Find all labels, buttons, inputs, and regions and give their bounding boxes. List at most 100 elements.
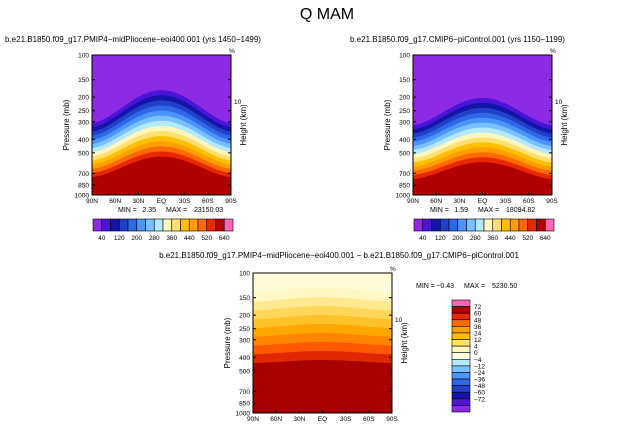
x-tick-label: 30S	[500, 198, 512, 205]
x-tick-label: 60N	[270, 416, 282, 423]
colorbar-box	[223, 218, 234, 232]
colorbar-box	[136, 218, 146, 232]
min-value: −0.43	[436, 283, 454, 290]
colorbar-label: −48	[474, 383, 485, 390]
x-tick-label: 30N	[293, 416, 305, 423]
panel-title: b.e21.B1850.f09_g17.PMIP4−midPliocene−eo…	[159, 251, 519, 260]
colorbar-box	[101, 218, 111, 232]
colorbar-box	[206, 218, 216, 232]
y-tick-label: 1000	[236, 411, 251, 418]
colorbar-box	[451, 391, 471, 400]
colorbar-label: 40	[98, 235, 106, 242]
colorbar-label: 120	[435, 235, 446, 242]
colorbar-box	[451, 306, 471, 314]
x-tick-label: EQ	[318, 416, 327, 423]
colorbar-box	[474, 218, 485, 232]
colorbar-box	[509, 218, 520, 232]
x-tick-label: 30S	[340, 416, 352, 423]
y-tick-label: 1000	[396, 193, 411, 200]
y-tick-label: 500	[399, 150, 410, 157]
x-tick-label: 90S	[546, 198, 558, 205]
colorbar-label: 280	[470, 235, 481, 242]
contour-band-8	[253, 360, 392, 413]
y-tick-label: 700	[78, 171, 89, 178]
x-tick-label: 90N	[247, 416, 259, 423]
colorbar-box	[215, 218, 225, 232]
colorbar-box	[451, 326, 471, 334]
colorbar-label: 4	[474, 344, 478, 351]
colorbar-box	[180, 218, 190, 232]
y-axis-label: Pressure (mb)	[223, 317, 232, 368]
colorbar-box	[439, 218, 450, 232]
colorbar-box	[451, 332, 471, 340]
colorbar-box	[451, 339, 471, 347]
colorbar-box	[422, 218, 432, 232]
colorbar-box	[188, 218, 199, 232]
min-value: 1.59	[454, 207, 468, 214]
colorbar-label: 40	[419, 235, 427, 242]
colorbar-box	[451, 358, 471, 367]
y-tick-label: 400	[78, 137, 89, 144]
x-tick-label: 60N	[109, 198, 121, 205]
x-tick-label: 90S	[386, 416, 398, 423]
colorbar-box	[492, 218, 502, 232]
min-value: 2.35	[142, 207, 156, 214]
y-tick-label: 850	[399, 183, 410, 190]
colorbar-label: 120	[114, 235, 125, 242]
x-tick-label: 90N	[407, 198, 419, 205]
colorbar-label: −36	[474, 377, 485, 384]
x-tick-label: 90N	[86, 198, 98, 205]
figure-title: Q MAM	[300, 6, 354, 23]
colorbar-label: 0	[474, 350, 478, 357]
colorbar-label: 200	[452, 235, 463, 242]
colorbar-box	[451, 319, 471, 327]
colorbar-label: 520	[201, 235, 212, 242]
x-tick-label: EQ	[478, 198, 487, 205]
colorbar-box	[527, 218, 537, 232]
min-label: MIN =	[118, 207, 137, 214]
colorbar-box	[544, 218, 555, 232]
y-tick-label: 400	[239, 355, 250, 362]
plot-field	[253, 273, 392, 413]
y-tick-label: 100	[399, 53, 410, 60]
y-axis-label: Pressure (mb)	[62, 99, 71, 150]
y-tick-label: 300	[239, 337, 250, 344]
colorbar-label: −4	[474, 357, 482, 364]
colorbar-box	[413, 218, 424, 232]
max-label: MAX =	[166, 207, 187, 214]
corner-mark: %	[229, 48, 235, 55]
contour-band-14	[413, 162, 552, 195]
colorbar-box	[466, 218, 476, 232]
y-tick-label: 200	[239, 313, 250, 320]
colorbar-box	[518, 218, 529, 232]
y-tick-label: 500	[78, 150, 89, 157]
colorbar-box	[451, 352, 471, 360]
right-axis-label: Height (km)	[400, 322, 409, 364]
colorbar-box	[451, 345, 471, 354]
colorbar-label: 48	[474, 317, 482, 324]
colorbar-box	[431, 218, 441, 232]
colorbar-label: 360	[487, 235, 498, 242]
contour-band-14	[92, 156, 231, 195]
min-label: MIN =	[430, 207, 449, 214]
y-tick-label: 100	[78, 53, 89, 60]
y-tick-label: 250	[239, 326, 250, 333]
y-tick-label: 300	[399, 119, 410, 126]
colorbar-label: 36	[474, 324, 482, 331]
colorbar-label: 280	[149, 235, 160, 242]
colorbar-label: 24	[474, 330, 482, 337]
colorbar-label: 72	[474, 304, 482, 311]
colorbar-box	[451, 365, 471, 373]
x-tick-label: 60S	[363, 416, 375, 423]
x-tick-label: 60S	[202, 198, 214, 205]
y-tick-label: 200	[399, 95, 410, 102]
colorbar-box	[110, 218, 120, 232]
colorbar-label: −72	[474, 396, 485, 403]
x-tick-label: 30N	[453, 198, 465, 205]
colorbar-box	[145, 218, 155, 232]
x-tick-label: 30N	[132, 198, 144, 205]
right-axis-tick-label: 10	[395, 317, 403, 324]
